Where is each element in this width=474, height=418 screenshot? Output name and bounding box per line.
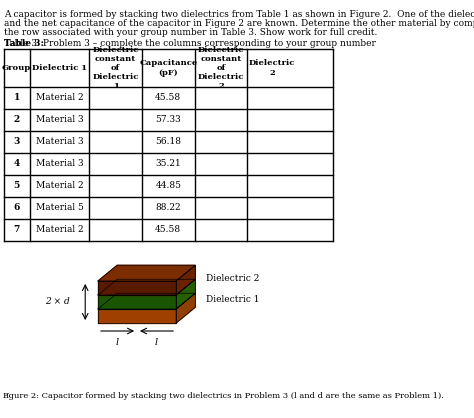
Polygon shape	[176, 265, 195, 295]
Text: 44.85: 44.85	[155, 181, 181, 191]
Text: l: l	[155, 338, 158, 347]
Text: Dielectric
constant
of
Dielectric
2: Dielectric constant of Dielectric 2	[198, 46, 244, 90]
Text: Dielectric 1: Dielectric 1	[32, 64, 87, 72]
Text: 5: 5	[14, 181, 20, 191]
Text: 2: 2	[14, 115, 20, 125]
Text: 4: 4	[14, 160, 20, 168]
Text: 2 × d: 2 × d	[45, 298, 70, 306]
Text: Material 5: Material 5	[36, 204, 83, 212]
Polygon shape	[98, 265, 195, 281]
Polygon shape	[98, 309, 176, 323]
Text: Group: Group	[2, 64, 31, 72]
Polygon shape	[98, 281, 176, 295]
Text: and the net capacitance of the capacitor in Figure 2 are known. Determine the ot: and the net capacitance of the capacitor…	[3, 19, 474, 28]
Text: l: l	[116, 338, 119, 347]
Text: Capacitance
(pF): Capacitance (pF)	[139, 59, 198, 76]
Text: Table 3: Problem 3 – complete the columns corresponding to your group number: Table 3: Problem 3 – complete the column…	[3, 39, 375, 48]
Text: 6: 6	[14, 204, 20, 212]
Polygon shape	[98, 279, 195, 295]
Polygon shape	[176, 279, 195, 309]
Polygon shape	[98, 295, 176, 309]
Text: F: F	[2, 392, 8, 400]
Text: Dielectric 2: Dielectric 2	[206, 274, 259, 283]
Text: the row associated with your group number in Table 3. Show work for full credit.: the row associated with your group numbe…	[3, 28, 377, 37]
Text: A capacitor is formed by stacking two dielectrics from Table 1 as shown in Figur: A capacitor is formed by stacking two di…	[3, 10, 474, 19]
Text: 45.58: 45.58	[155, 94, 182, 102]
Text: Material 3: Material 3	[36, 138, 83, 146]
Text: Material 3: Material 3	[36, 160, 83, 168]
Text: 7: 7	[14, 225, 20, 234]
Text: 3: 3	[14, 138, 20, 146]
Polygon shape	[98, 293, 195, 309]
Text: Material 3: Material 3	[36, 115, 83, 125]
Text: Dielectric
constant
of
Dielectric
1: Dielectric constant of Dielectric 1	[92, 46, 139, 90]
Text: Dielectric 1: Dielectric 1	[206, 296, 259, 304]
Text: Dielectric
2: Dielectric 2	[249, 59, 295, 76]
Text: 56.18: 56.18	[155, 138, 181, 146]
Text: 57.33: 57.33	[155, 115, 181, 125]
Text: 35.21: 35.21	[155, 160, 181, 168]
Text: Table 3:: Table 3:	[3, 39, 44, 48]
Text: Material 2: Material 2	[36, 225, 83, 234]
Text: 1: 1	[14, 94, 20, 102]
Text: Material 2: Material 2	[36, 181, 83, 191]
Text: 88.22: 88.22	[155, 204, 181, 212]
Text: 45.58: 45.58	[155, 225, 182, 234]
Text: Material 2: Material 2	[36, 94, 83, 102]
Polygon shape	[176, 293, 195, 323]
Text: igure 2: Capacitor formed by stacking two dielectrics in Problem 3 (l and d are : igure 2: Capacitor formed by stacking tw…	[6, 392, 444, 400]
